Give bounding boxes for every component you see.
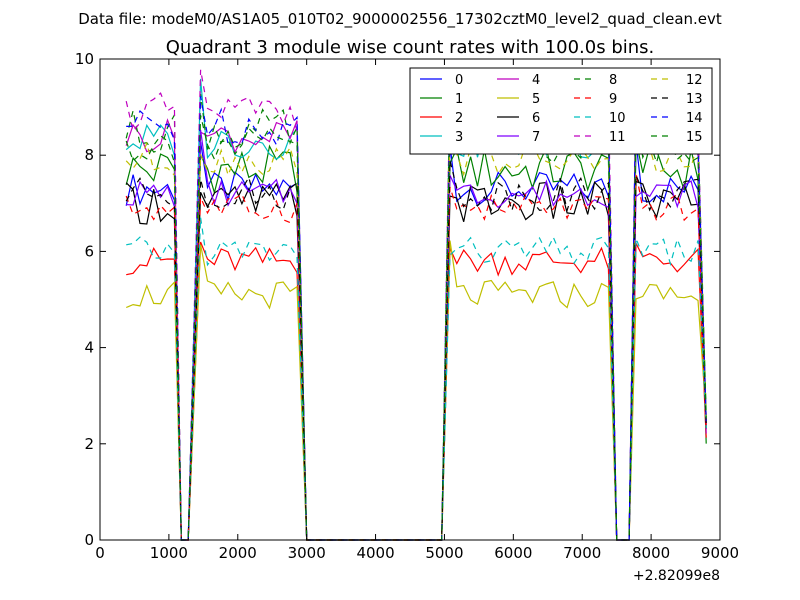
- x-tick-label: 3000: [288, 544, 326, 562]
- x-tick-label: 5000: [425, 544, 463, 562]
- legend-label-12: 12: [686, 73, 703, 88]
- legend-label-10: 10: [609, 111, 626, 126]
- x-tick-label: 2000: [219, 544, 257, 562]
- series-line-2: [126, 241, 707, 541]
- x-offset-label: +2.82099e8: [633, 568, 720, 584]
- x-tick-label: 4000: [356, 544, 394, 562]
- legend-label-9: 9: [609, 92, 617, 107]
- series-line-7: [126, 129, 707, 541]
- series-line-11: [125, 69, 707, 541]
- legend-label-5: 5: [532, 92, 540, 107]
- legend-label-14: 14: [686, 111, 703, 126]
- series-line-6: [125, 180, 707, 541]
- y-tick-label: 0: [84, 531, 94, 549]
- x-tick-label: 8000: [632, 544, 670, 562]
- data-file-label: Data file: modeM0/AS1A05_010T02_90000025…: [78, 10, 722, 29]
- series-line-13: [125, 160, 707, 541]
- legend-label-7: 7: [532, 130, 540, 145]
- series-line-5: [125, 240, 707, 541]
- series-line-9: [125, 172, 707, 541]
- legend-label-15: 15: [686, 130, 703, 145]
- legend-label-6: 6: [532, 111, 540, 126]
- y-tick-label: 10: [75, 50, 94, 68]
- legend-label-8: 8: [609, 73, 617, 88]
- series-line-15: [125, 115, 707, 541]
- y-tick-label: 4: [84, 339, 94, 357]
- x-tick-label: 6000: [494, 544, 532, 562]
- y-tick-label: 6: [84, 242, 94, 260]
- plot-frame: [99, 58, 721, 541]
- legend-label-13: 13: [686, 92, 703, 107]
- x-tick-label: 1000: [150, 544, 188, 562]
- legend-label-11: 11: [609, 130, 626, 145]
- y-tick-label: 2: [84, 435, 94, 453]
- series-line-10: [126, 217, 707, 541]
- legend-label-3: 3: [455, 130, 463, 145]
- legend-label-2: 2: [455, 111, 463, 126]
- x-tick-label: 0: [95, 544, 105, 562]
- axis-layer: 0 1000 2000 3000 4000 5000 6000 7000 8000 9000 0 2 4…: [75, 50, 739, 562]
- y-tick-label: 8: [84, 146, 94, 164]
- legend-label-4: 4: [532, 73, 540, 88]
- x-tick-label: 9000: [701, 544, 739, 562]
- chart-title: Quadrant 3 module wise count rates with …: [166, 37, 655, 58]
- legend-label-0: 0: [455, 73, 463, 88]
- legend-box: [409, 67, 713, 155]
- legend-label-1: 1: [455, 92, 463, 107]
- x-tick-label: 7000: [563, 544, 601, 562]
